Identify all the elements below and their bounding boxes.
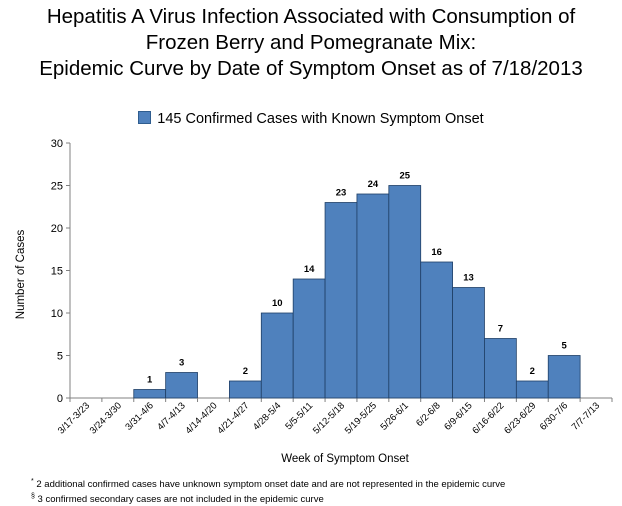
footnote-2-marker: § [31, 493, 35, 501]
bar [452, 287, 485, 399]
x-tick-label: 4/7-4/13 [155, 400, 187, 432]
chart-title-line-2: Frozen Berry and Pomegranate Mix: [145, 31, 477, 54]
footnote-2: § 3 confirmed secondary cases are not in… [31, 491, 505, 506]
bar [515, 380, 549, 399]
footnotes: * 2 additional confirmed cases have unkn… [31, 476, 505, 506]
y-tick-label: 25 [51, 181, 63, 193]
bar-value-label: 3 [179, 358, 184, 369]
chart-legend: 145 Confirmed Cases with Known Symptom O… [0, 111, 622, 127]
x-tick-label: 4/21-4/27 [215, 400, 251, 436]
bar [388, 185, 422, 399]
bar-value-label: 10 [272, 298, 283, 309]
y-tick-label: 20 [51, 223, 63, 235]
x-tick-label: 5/19-5/25 [343, 400, 379, 436]
bar-value-label: 7 [498, 324, 503, 335]
bar-value-label: 16 [431, 247, 442, 258]
x-tick-label: 5/5-5/11 [283, 400, 315, 432]
bar-value-label: 2 [530, 366, 535, 377]
x-tick-label: 6/23-6/29 [502, 400, 538, 436]
x-tick-label: 7/7-7/13 [570, 400, 602, 432]
x-axis-title: Week of Symptom Onset [281, 453, 409, 465]
chart-title: Hepatitis A Virus Infection Associated w… [0, 4, 622, 82]
bar [356, 193, 390, 399]
x-tick-label: 5/26-6/1 [378, 400, 410, 432]
footnote-1-marker: * [31, 478, 34, 485]
bar-value-label: 24 [368, 179, 379, 190]
y-tick-label: 0 [57, 393, 63, 405]
x-tick-label: 3/31-4/6 [123, 400, 155, 432]
bar [420, 261, 453, 399]
bar [133, 389, 167, 399]
footnote-2-text: 3 confirmed secondary cases are not incl… [37, 494, 324, 506]
bar-value-label: 2 [243, 366, 248, 377]
x-tick-label: 3/17-3/23 [56, 400, 92, 436]
bar [547, 355, 581, 399]
y-tick-label: 15 [51, 266, 63, 278]
x-tick-label: 4/14-4/20 [183, 400, 219, 436]
x-tick-label: 3/24-3/30 [88, 400, 124, 436]
x-tick-label: 6/16-6/22 [470, 400, 506, 436]
x-tick-label: 6/2-6/8 [414, 400, 443, 429]
bar-value-label: 25 [399, 171, 410, 182]
bar [229, 380, 262, 399]
x-tick-label: 5/12-5/18 [311, 400, 347, 436]
footnote-1: * 2 additional confirmed cases have unkn… [31, 476, 505, 491]
legend-label: 145 Confirmed Cases with Known Symptom O… [157, 111, 484, 127]
y-tick-label: 10 [51, 308, 63, 320]
bar [165, 372, 198, 399]
bar-value-label: 14 [304, 264, 315, 275]
x-tick-label: 6/30-7/6 [538, 400, 570, 432]
y-axis-title: Number of Cases [15, 230, 27, 320]
y-tick-label: 5 [57, 351, 63, 363]
bar-value-label: 13 [463, 273, 474, 284]
bar [484, 338, 517, 399]
footnote-1-text: 2 additional confirmed cases have unknow… [36, 479, 506, 491]
chart-title-line-3: Epidemic Curve by Date of Symptom Onset … [39, 57, 583, 80]
bar-value-label: 5 [562, 341, 568, 352]
x-tick-label: 6/9-6/15 [442, 400, 474, 432]
y-tick-label: 30 [51, 138, 63, 150]
legend-swatch [138, 111, 152, 124]
bar [260, 312, 294, 399]
bar [324, 202, 358, 399]
bar [292, 278, 326, 399]
bar-value-label: 23 [336, 188, 347, 199]
chart-title-line-1: Hepatitis A Virus Infection Associated w… [46, 5, 576, 28]
bar-value-label: 1 [147, 375, 153, 386]
x-tick-label: 4/28-5/4 [251, 400, 283, 432]
